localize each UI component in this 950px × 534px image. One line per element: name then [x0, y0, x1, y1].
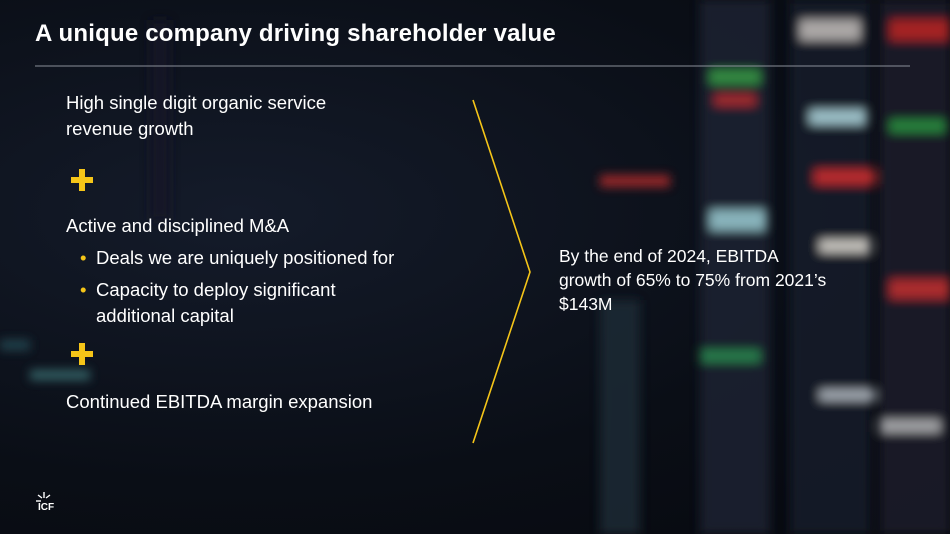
point: Active and disciplined M&A	[66, 215, 290, 236]
title: A unique company driving shareholder val…	[35, 20, 556, 47]
result: By the end of 2024, EBITDA growth of 65%…	[559, 246, 827, 314]
point: Continued EBITDA margin expansion	[66, 391, 373, 412]
point: High single digit organic service revenu…	[66, 92, 327, 139]
bullet: Capacity to deploy significant additiona…	[80, 277, 396, 329]
logo: ICF	[38, 502, 55, 513]
bullet: Deals we are uniquely positioned for	[80, 245, 456, 271]
